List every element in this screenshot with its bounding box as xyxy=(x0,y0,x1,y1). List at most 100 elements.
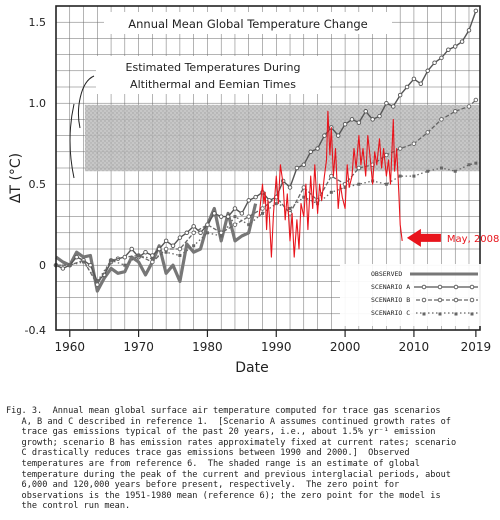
data-point-scenario-c xyxy=(82,260,86,264)
callout-label: May, 2008 xyxy=(447,234,499,245)
data-point-scenario-b xyxy=(411,141,417,146)
legend-marker-scenario-a xyxy=(421,284,427,290)
data-point-scenario-a xyxy=(308,149,313,155)
may-2008-callout: May, 2008 xyxy=(406,228,499,247)
data-point-scenario-a xyxy=(466,28,472,33)
legend-marker-scenario-b xyxy=(421,297,427,303)
plot-frame xyxy=(55,5,481,331)
x-tick-label: 1970 xyxy=(123,340,154,354)
data-point-scenario-b xyxy=(191,230,196,236)
data-point-scenario-a xyxy=(150,253,155,258)
data-point-scenario-a xyxy=(60,266,66,271)
data-point-scenario-a xyxy=(356,120,362,125)
data-point-scenario-b xyxy=(397,146,403,151)
data-point-scenario-a xyxy=(301,162,307,168)
data-point-scenario-a xyxy=(363,109,368,114)
data-point-scenario-b xyxy=(122,254,128,260)
data-point-scenario-b xyxy=(452,109,458,114)
y-tick-label: 0 xyxy=(39,259,46,272)
data-point-scenario-a xyxy=(232,206,238,211)
series-line-scenario-b xyxy=(56,99,477,286)
data-point-scenario-a xyxy=(170,243,176,249)
data-point-scenario-a xyxy=(253,194,258,200)
data-point-scenario-b xyxy=(232,222,238,227)
x-tick-label: 1960 xyxy=(54,340,85,354)
data-point-scenario-a xyxy=(143,249,148,255)
data-point-scenario-c xyxy=(123,263,127,267)
data-point-scenario-c xyxy=(68,263,72,267)
x-tick-label: 2000 xyxy=(330,340,361,354)
band-annotation-line-1: Estimated Temperatures During xyxy=(126,61,301,74)
data-point-scenario-a xyxy=(425,68,430,74)
legend: OBSERVED SCENARIO A SCENARIO B SCENARIO … xyxy=(340,264,486,326)
data-point-scenario-b xyxy=(356,165,362,171)
data-point-scenario-a xyxy=(411,76,417,82)
data-point-scenario-c xyxy=(219,234,223,238)
data-point-scenario-c xyxy=(260,211,264,215)
data-point-scenario-b xyxy=(163,246,169,252)
data-point-scenario-a xyxy=(177,235,183,240)
data-point-scenario-b xyxy=(150,259,155,265)
data-point-scenario-a xyxy=(246,198,251,203)
data-point-scenario-a xyxy=(473,8,479,14)
callout-arrow-icon xyxy=(406,228,441,247)
data-point-scenario-c xyxy=(109,258,113,262)
data-point-scenario-c xyxy=(288,207,292,210)
data-point-scenario-a xyxy=(349,117,355,122)
data-point-scenario-b xyxy=(177,246,183,252)
x-axis-label: Date xyxy=(235,360,268,376)
data-point-scenario-a xyxy=(439,55,444,61)
data-point-scenario-a xyxy=(384,100,389,106)
data-point-scenario-a xyxy=(377,113,382,119)
data-point-scenario-c xyxy=(205,231,209,235)
legend-marker-scenario-a xyxy=(437,284,443,290)
legend-marker-scenario-b xyxy=(453,297,459,303)
legend-entry-scenario-c: SCENARIO C xyxy=(371,309,410,317)
y-tick-label: 1.5 xyxy=(29,16,47,29)
band-annotation-box xyxy=(96,56,330,94)
data-point-scenario-c xyxy=(164,250,168,254)
data-point-scenario-c xyxy=(137,253,141,257)
data-point-scenario-a xyxy=(191,224,196,229)
data-point-scenario-a xyxy=(294,165,300,171)
data-point-scenario-c xyxy=(150,257,154,261)
band-annotation-line-2: Altithermal and Eemian Times xyxy=(130,78,296,91)
legend-marker-scenario-b xyxy=(469,297,475,303)
chart-title: Annual Mean Global Temperature Change xyxy=(128,17,368,31)
data-point-scenario-a xyxy=(370,117,375,122)
y-tick-label: 0.5 xyxy=(29,178,47,191)
data-point-scenario-b xyxy=(246,214,251,219)
data-point-scenario-c xyxy=(467,163,471,167)
data-point-scenario-c xyxy=(357,182,361,186)
data-point-scenario-a xyxy=(129,246,134,252)
data-point-scenario-c xyxy=(474,161,478,165)
data-point-scenario-a xyxy=(322,133,327,138)
data-point-scenario-a xyxy=(198,230,203,236)
data-point-scenario-c xyxy=(343,185,347,189)
data-point-scenario-a xyxy=(418,81,424,87)
data-point-scenario-a xyxy=(184,230,190,236)
data-point-scenario-a xyxy=(446,47,451,52)
data-point-scenario-c xyxy=(398,174,402,178)
data-point-scenario-c xyxy=(439,166,443,170)
data-point-scenario-b xyxy=(301,185,307,190)
data-point-scenario-a xyxy=(218,214,224,219)
annotation-pointer xyxy=(78,75,95,129)
series-layer xyxy=(53,8,479,293)
data-point-scenario-b xyxy=(95,282,100,287)
data-point-scenario-a xyxy=(163,238,169,244)
data-point-scenario-b xyxy=(439,117,444,122)
data-point-scenario-a xyxy=(212,211,217,216)
data-point-scenario-b xyxy=(205,222,210,227)
y-tick-label: -0.4 xyxy=(25,324,46,337)
legend-entry-observed: OBSERVED xyxy=(371,270,402,278)
data-point-scenario-c xyxy=(95,279,99,283)
data-point-scenario-a xyxy=(156,246,162,252)
data-point-scenario-c xyxy=(412,174,416,178)
x-tick-label: 1980 xyxy=(192,340,223,354)
data-point-scenario-c xyxy=(384,182,388,186)
figure-caption: Fig. 3. Annual mean global surface air t… xyxy=(6,406,457,512)
data-point-scenario-b xyxy=(329,173,334,179)
x-tick-label: 2019 xyxy=(461,340,492,354)
legend-entry-scenario-b: SCENARIO B xyxy=(371,296,410,304)
